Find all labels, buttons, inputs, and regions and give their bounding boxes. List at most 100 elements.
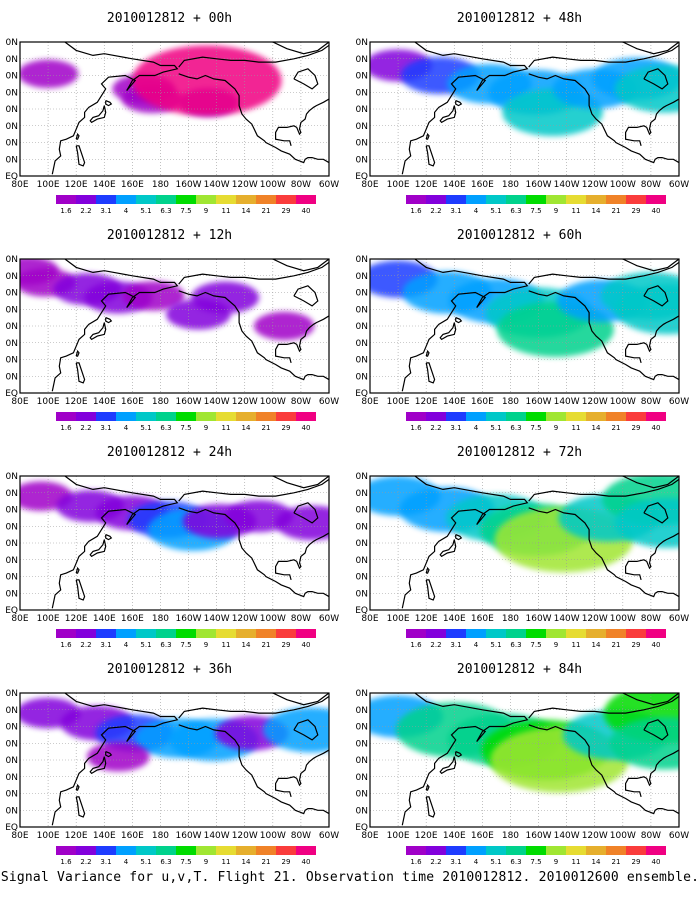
y-tick-label: EQ	[5, 823, 18, 833]
x-tick-label: 100W	[260, 180, 286, 190]
y-tick-label: 0N	[356, 289, 368, 299]
colorbar-label: 7.5	[530, 641, 541, 649]
colorbar-label: 21	[262, 858, 271, 866]
colorbar-swatch	[176, 629, 196, 638]
colorbar-swatch	[426, 412, 446, 421]
y-tick-label: 0N	[6, 506, 18, 516]
x-tick-label: 60W	[669, 180, 689, 190]
colorbar: 1.6 2.2 3.1 4 5.1 6.3 7.5 9 11 14 21 29 40	[406, 195, 666, 215]
y-tick-label: EQ	[5, 389, 18, 399]
map-frame	[369, 475, 680, 611]
colorbar-swatch	[446, 412, 466, 421]
colorbar-swatch	[646, 195, 666, 204]
colorbar-label: 5.1	[140, 858, 151, 866]
panel-title: 2010012812 + 60h	[457, 228, 582, 243]
x-tick-label: 160W	[526, 831, 552, 841]
x-tick-label: 160W	[176, 180, 202, 190]
colorbar-swatch	[96, 629, 116, 638]
y-tick-label: 0N	[356, 806, 368, 816]
x-tick-label: 160E	[471, 614, 494, 624]
y-tick-label: 0N	[6, 756, 18, 766]
colorbar-label: 14	[242, 207, 251, 215]
colorbar-swatch	[546, 195, 566, 204]
x-tick-label: 80E	[361, 180, 378, 190]
y-tick-label: 0N	[356, 88, 368, 98]
y-tick-label: 0N	[6, 706, 18, 716]
colorbar-swatch	[296, 412, 316, 421]
colorbar-label: 1.6	[60, 858, 72, 866]
y-tick-label: 0N	[356, 556, 368, 566]
colorbar-swatch	[116, 846, 136, 855]
x-tick-label: 160E	[471, 397, 494, 407]
colorbar-label: 40	[652, 424, 661, 432]
y-tick-label: 0N	[356, 522, 368, 532]
x-tick-label: 80E	[11, 614, 28, 624]
y-tick-label: 0N	[6, 322, 18, 332]
colorbar-swatch	[256, 629, 276, 638]
map-grid	[370, 476, 679, 610]
x-tick-label: 160W	[526, 614, 552, 624]
variance-blob	[275, 505, 329, 541]
map-grid	[370, 693, 679, 827]
y-tick-label: 0N	[6, 139, 18, 149]
colorbar-label: 9	[204, 207, 208, 215]
colorbar-label: 1.6	[60, 424, 72, 432]
x-tick-label: 60W	[319, 180, 339, 190]
colorbar-label: 1.6	[410, 424, 422, 432]
x-tick-label: 100E	[37, 831, 60, 841]
x-tick-label: 100E	[387, 397, 410, 407]
colorbar-label: 21	[612, 858, 621, 866]
y-tick-label: 0N	[6, 589, 18, 599]
y-tick-label: 0N	[356, 756, 368, 766]
x-tick-label: 180	[152, 831, 169, 841]
colorbar-label: 21	[612, 207, 621, 215]
colorbar-label: 14	[592, 424, 601, 432]
colorbar-label: 40	[652, 207, 661, 215]
x-tick-label: 160E	[121, 397, 144, 407]
x-tick-label: 80E	[11, 397, 28, 407]
panel-title: 2010012812 + 48h	[457, 11, 582, 26]
colorbar-swatch	[256, 195, 276, 204]
map-panel: 2010012812 + 36h 80E 100E 120E 140E 160E 180 16…	[5, 662, 339, 866]
colorbar-swatch	[156, 412, 176, 421]
colorbar-swatch	[606, 412, 626, 421]
colorbar-swatch	[566, 195, 586, 204]
y-tick-label: 0N	[6, 305, 18, 315]
colorbar-swatch	[406, 846, 426, 855]
x-tick-label: 80W	[641, 397, 661, 407]
colorbar-label: 11	[572, 641, 581, 649]
colorbar-swatch	[646, 846, 666, 855]
colorbar-swatch	[196, 629, 216, 638]
colorbar-swatch	[276, 846, 296, 855]
x-tick-label: 100E	[387, 180, 410, 190]
x-tick-label: 180	[152, 614, 169, 624]
colorbar: 1.6 2.2 3.1 4 5.1 6.3 7.5 9 11 14 21 29 40	[56, 846, 316, 866]
colorbar-label: 2.2	[80, 641, 91, 649]
y-tick-label: 0N	[6, 356, 18, 366]
coastlines	[401, 42, 679, 175]
x-tick-label: 100E	[37, 614, 60, 624]
panel-title: 2010012812 + 24h	[107, 445, 232, 460]
colorbar-label: 11	[222, 858, 231, 866]
colorbar-swatch	[116, 195, 136, 204]
x-tick-label: 140E	[93, 397, 116, 407]
x-tick-label: 140W	[554, 180, 580, 190]
colorbar-swatch	[76, 846, 96, 855]
map-frame	[369, 41, 680, 177]
x-tick-label: 140W	[554, 831, 580, 841]
colorbar-label: 14	[242, 858, 251, 866]
y-tick-label: 0N	[356, 155, 368, 165]
colorbar-label: 1.6	[60, 207, 72, 215]
x-tick-label: 120E	[415, 397, 438, 407]
colorbar-swatch	[176, 846, 196, 855]
y-tick-label: 0N	[356, 589, 368, 599]
x-tick-label: 100W	[610, 180, 636, 190]
x-tick-label: 80W	[641, 614, 661, 624]
colorbar-label: 3.1	[450, 858, 461, 866]
colorbar-swatch	[486, 412, 506, 421]
x-tick-label: 120W	[232, 180, 258, 190]
variance-blob	[132, 45, 282, 116]
y-tick-label: 0N	[6, 790, 18, 800]
colorbar-label: 2.2	[430, 207, 441, 215]
colorbar-label: 21	[262, 641, 271, 649]
